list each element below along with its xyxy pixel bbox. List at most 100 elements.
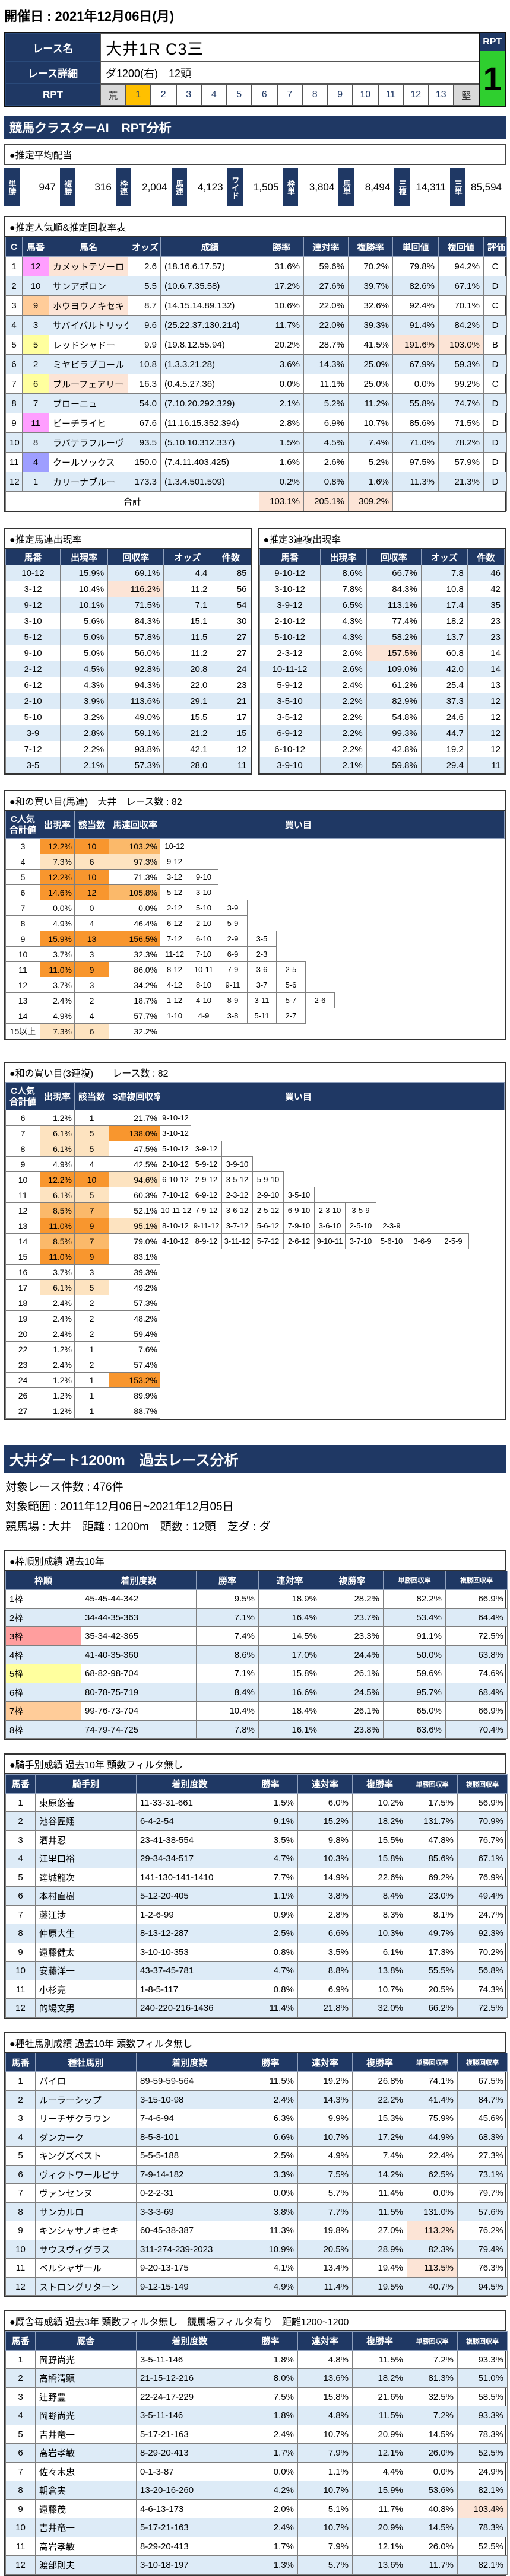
table-row: 11 ベルシャザール 9-20-13-175 4.1% 13.4% 19.4% 113.5%… xyxy=(5,2258,508,2278)
cell: 4.4 xyxy=(163,565,212,581)
cell: 11 xyxy=(5,452,23,472)
cell: 10.7% xyxy=(297,2424,353,2444)
cell: 78.2% xyxy=(438,432,484,453)
table-row: 12 1 カリーナブルー 173.3 (1.3.4.501.509) 0.2% 0.8% 1.… xyxy=(5,472,507,492)
table-row: 10 8 ラバテラフルーヴ 93.5 (5.10.10.312.337) 1.5% 4.5%… xyxy=(5,432,507,453)
cell: 67.1% xyxy=(438,276,484,296)
cell: 32.6% xyxy=(348,295,393,316)
cell: 6.1% xyxy=(352,1942,407,1962)
rpt-row-label: RPT xyxy=(5,84,100,106)
header-row: 馬番 騎手別 着別度数 勝率 連対率 複勝率 単勝回収率 複勝回収率 xyxy=(5,1774,508,1794)
table-row: 2-3-12 2.6% 157.5% 60.8 14 xyxy=(259,645,505,661)
column-header: 該当数 xyxy=(74,1082,109,1110)
cell: 11 xyxy=(5,1187,40,1203)
cell: 99-76-73-704 xyxy=(81,1701,197,1721)
rpt-scale-cell[interactable]: 3 xyxy=(176,84,201,106)
cell: 9.6 xyxy=(128,315,161,335)
rpt-scale-cell[interactable]: 5 xyxy=(226,84,252,106)
popularity-table-title: ●推定人気順&推定回収率表 xyxy=(5,217,505,237)
table-row: 9 15.9% 13 156.5% 7-12 6-10 2-9 3-5 xyxy=(5,931,505,947)
payout-value: 2,004 xyxy=(142,182,167,193)
cell: (1.3.3.21.28) xyxy=(160,354,259,374)
table-row: 4 岡野尚光 3-5-11-146 1.8% 4.8% 11.5% 7.2% 93.3% xyxy=(5,2406,508,2425)
cell: 5.7% xyxy=(297,2555,353,2575)
cell: 3-5-12 xyxy=(221,1171,253,1187)
rpt-scale-cell[interactable]: 13 xyxy=(428,84,454,106)
cell: 9-10-11 xyxy=(314,1233,346,1249)
column-header: 単勝回収率 xyxy=(407,1774,458,1794)
cell: 2.1% xyxy=(259,393,304,413)
rpt-scale-cell[interactable]: 8 xyxy=(302,84,328,106)
cell: 0.8% xyxy=(243,1942,298,1962)
cell: 3 xyxy=(74,977,109,993)
cell: 5-6 xyxy=(276,977,306,993)
rpt-scale-cell[interactable]: 荒 xyxy=(100,84,126,106)
table-row: 27 1.2% 1 88.7% xyxy=(5,1403,505,1419)
info-line-range: 対象範囲 : 2011年12月06日~2021年12月05日 xyxy=(5,1501,234,1514)
rpt-scale-cell[interactable]: 1 xyxy=(125,84,151,106)
table-row: 10 吉井竜一 5-17-21-163 2.4% 10.7% 20.9% 14.5% 78.3… xyxy=(5,2518,508,2537)
cell: 2.4% xyxy=(243,2090,298,2110)
cell: 1 xyxy=(5,2071,36,2091)
cell: 3.2% xyxy=(60,709,109,725)
payout-label: 複勝 xyxy=(59,168,75,206)
cell: 17 xyxy=(5,1279,40,1295)
cell: 7-9-10 xyxy=(283,1218,315,1234)
header-row: 馬番 種牡馬別 着別度数 勝率 連対率 複勝率 単勝回収率 複勝回収率 xyxy=(5,2052,508,2072)
cell: 10 xyxy=(74,838,109,854)
cell: 4.7% xyxy=(243,1849,298,1868)
cell: 85 xyxy=(211,565,251,581)
rpt-scale-cell[interactable]: 7 xyxy=(277,84,302,106)
cell: 酒井忍 xyxy=(35,1830,137,1850)
rpt-scale-cell[interactable]: 4 xyxy=(201,84,227,106)
cell: 61.2% xyxy=(366,677,422,693)
cell: 15以上 xyxy=(5,1023,40,1039)
cell: 2-3 xyxy=(247,946,277,962)
rpt-scale-cell[interactable]: 6 xyxy=(252,84,277,106)
cell: 47.5% xyxy=(109,1141,160,1157)
payout-value: 4,123 xyxy=(198,182,223,193)
rpt-scale-cell[interactable]: 11 xyxy=(378,84,403,106)
cell: 35 xyxy=(467,597,505,613)
cell: 9-12 xyxy=(5,597,61,613)
table-row: 8 6.1% 5 47.5% 5-10-12 3-9-12 xyxy=(5,1141,505,1157)
cell: ストロングリターン xyxy=(35,2276,137,2297)
column-header: 馬番 xyxy=(5,549,61,565)
table-row: 7 6 ブルーフェアリー 16.3 (0.4.5.27.36) 0.0% 11.1% 25.0… xyxy=(5,374,507,394)
cell: 11.0% xyxy=(40,961,75,977)
cell: 9.9 xyxy=(128,335,161,355)
cell: 4-6-13-173 xyxy=(136,2499,243,2519)
cell: 18 xyxy=(5,1295,40,1311)
info-line-race-count: 対象レース件数 : 476件 xyxy=(5,1481,123,1494)
cell: 2 xyxy=(5,276,23,296)
cell: 56.0% xyxy=(107,645,164,661)
cell: 10-11 xyxy=(189,961,218,977)
rpt-scale-cell[interactable]: 2 xyxy=(151,84,176,106)
cell: 141-130-141-1410 xyxy=(136,1867,243,1887)
umaren-occurrence-box: ●推定馬連出現率 馬番 出現率 回収率 オッズ 件数 10-12 15.9% 69.… xyxy=(4,528,252,775)
cell: 2-3-10 xyxy=(314,1202,346,1218)
rpt-scale-cell[interactable]: 10 xyxy=(353,84,378,106)
cell: 32.5% xyxy=(407,2387,458,2407)
cell: 5-10 xyxy=(189,900,218,916)
cell: 2-5-10 xyxy=(345,1218,376,1234)
rpt-scale-cell[interactable]: 12 xyxy=(403,84,429,106)
rpt-scale-cell[interactable]: 9 xyxy=(327,84,353,106)
table-row: 11 6.1% 5 60.3% 7-10-12 6-9-12 2-3-12 2-9-10 3-5… xyxy=(5,1187,505,1203)
table-row: 1 12 カメットテソーロ 2.6 (18.16.6.17.57) 31.6% 59.6% 7… xyxy=(5,256,507,276)
cell: 54 xyxy=(211,597,251,613)
cell: 52.5% xyxy=(457,2536,508,2556)
rpt-scale-cell[interactable]: 堅 xyxy=(454,84,479,106)
table-row: 6 14.6% 12 105.8% 5-12 3-10 xyxy=(5,884,505,900)
cell: 65.0% xyxy=(383,1701,446,1721)
cell: 14.2% xyxy=(352,2164,407,2185)
cell: 24.9% xyxy=(457,2462,508,2482)
cell: 9 xyxy=(22,295,49,316)
table-row: 2 10 サンアポロン 5.5 (10.6.7.35.58) 17.2% 27.6% 39.7… xyxy=(5,276,507,296)
cell: 14.3% xyxy=(297,2090,353,2110)
payout-label: 馬単 xyxy=(338,168,354,206)
table-row: 12 3.7% 3 34.2% 4-12 8-10 9-11 3-7 5-6 xyxy=(5,977,505,993)
cell: 10.9% xyxy=(243,2239,298,2259)
cell: 11.5 xyxy=(163,629,212,645)
cell: 池谷匠翔 xyxy=(35,1811,137,1831)
